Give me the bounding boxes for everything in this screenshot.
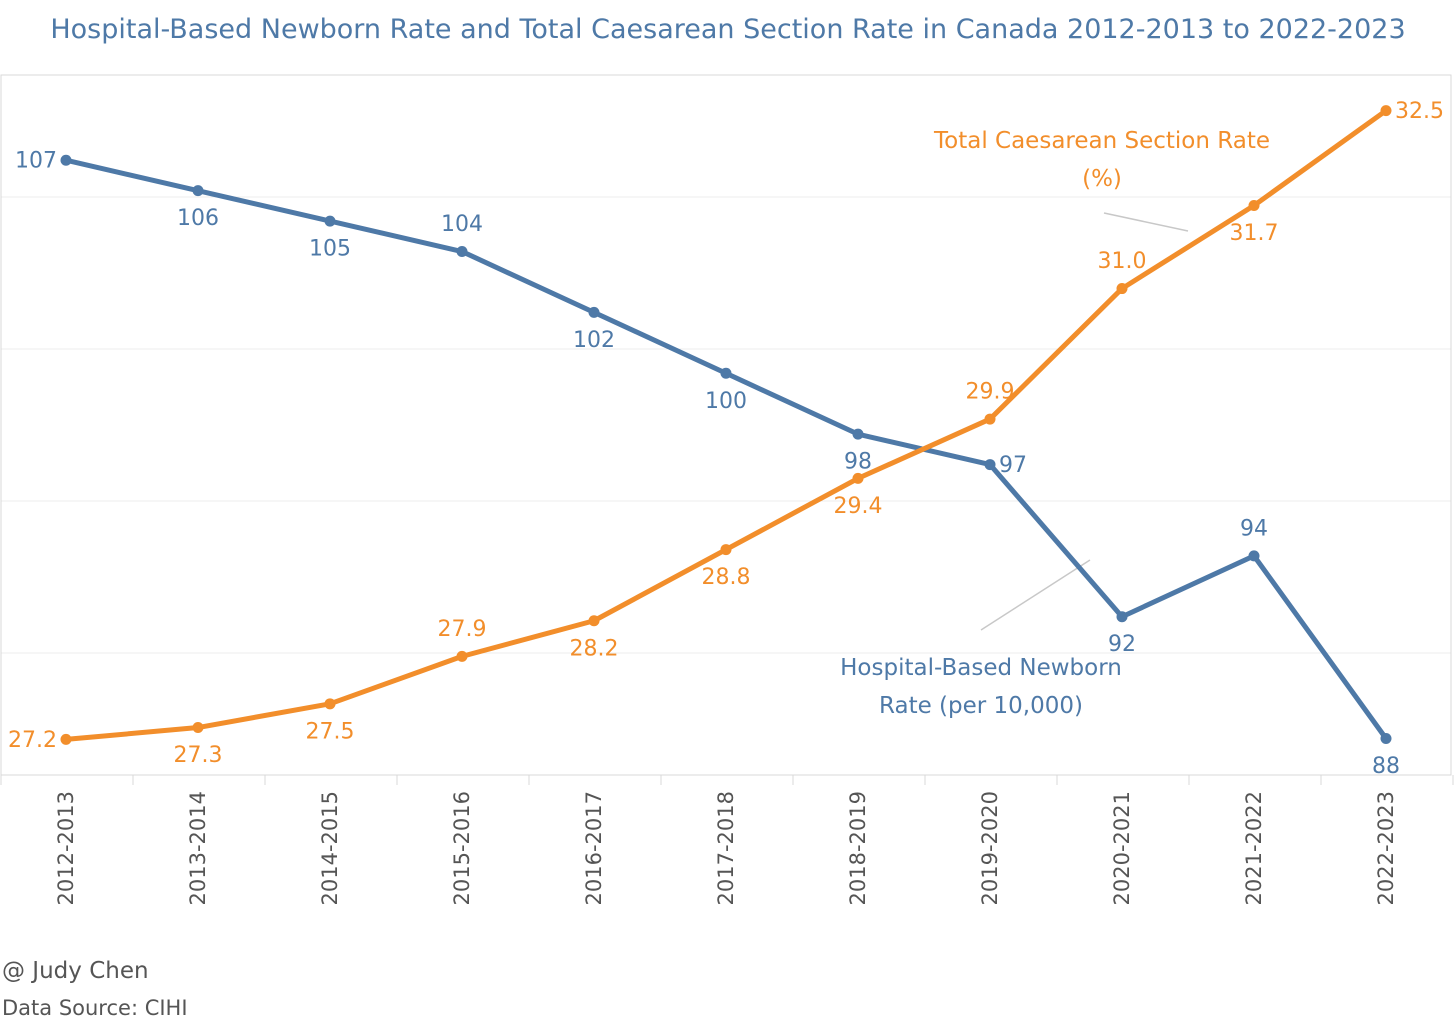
x-tick-label: 2021-2022 [1242,791,1266,905]
caesarean-data-label: 27.5 [306,719,355,744]
newborn-legend-connector [980,559,1091,631]
caesarean-data-label: 27.3 [174,743,223,768]
x-tick-label: 2012-2013 [54,791,78,905]
newborn-point [192,185,204,197]
newborn-data-label: 92 [1108,632,1136,657]
caesarean-data-label: 27.2 [8,728,57,753]
caesarean-point [852,472,864,484]
caesarean-point [456,650,468,662]
caesarean-data-label: 31.7 [1230,221,1279,246]
newborn-point [852,428,864,440]
caesarean-data-label: 28.2 [570,636,619,661]
newborn-point [1248,550,1260,562]
caesarean-point [588,615,600,627]
x-tick-label: 2013-2014 [186,791,210,905]
newborn-data-label: 98 [844,450,872,475]
data-source-credit: Data Source: CIHI [2,996,188,1020]
plot-frame [0,74,1452,776]
newborn-point [588,306,600,318]
caesarean-legend-connector [1103,212,1189,232]
newborn-point [720,367,732,379]
caesarean-point [60,733,72,745]
caesarean-data-label: 29.9 [966,380,1015,405]
caesarean-point [1248,200,1260,212]
x-tick-label: 2016-2017 [582,791,606,905]
newborn-point [984,459,996,471]
x-tick-label: 2017-2018 [714,791,738,905]
newborn-data-label: 94 [1240,516,1268,541]
newborn-data-label: 104 [441,212,483,237]
gridlines [1,196,1451,654]
newborn-data-label: 102 [573,328,615,353]
newborn-data-label: 88 [1372,754,1400,779]
x-tick-label: 2018-2019 [846,791,870,905]
caesarean-data-label: 29.4 [834,494,883,519]
caesarean-point [192,722,204,734]
caesarean-data-label: 31.0 [1098,249,1147,274]
caesarean-legend-label: Total Caesarean Section Rate [933,128,1270,154]
data-labels: 107 106 105 104 102 100 98 97 92 94 88 27.2 27.3 27.5… [8,99,1444,779]
caesarean-point [720,544,732,556]
newborn-data-label: 105 [309,237,351,262]
x-tick-label: 2019-2020 [978,791,1002,905]
newborn-point [456,246,468,258]
newborn-legend-label: Rate (per 10,000) [879,693,1083,719]
newborn-data-label: 97 [999,453,1027,478]
caesarean-data-label: 27.9 [438,617,487,642]
x-tick-label: 2022-2023 [1374,791,1398,905]
newborn-point [60,154,72,166]
newborn-data-label: 100 [705,389,747,414]
caesarean-point [324,698,336,710]
newborn-point [1116,611,1128,623]
x-tick-label: 2015-2016 [450,791,474,905]
series [60,105,1392,745]
author-credit: @ Judy Chen [2,958,149,984]
x-axis: 2012-2013 2013-2014 2014-2015 2015-2016 2016… [0,775,1454,905]
x-tick-label: 2014-2015 [318,791,342,905]
newborn-legend-label: Hospital-Based Newborn [840,655,1122,681]
caesarean-point [1380,105,1392,117]
newborn-data-label: 106 [177,206,219,231]
chart-title: Hospital-Based Newborn Rate and Total Ca… [50,14,1406,45]
legend-connectors [980,212,1189,631]
caesarean-point [1116,283,1128,295]
caesarean-data-label: 32.5 [1395,99,1444,124]
caesarean-point [984,413,996,425]
caesarean-legend-label: (%) [1082,166,1122,192]
caesarean-data-label: 28.8 [702,565,751,590]
inline-legend: Hospital-Based Newborn Rate (per 10,000) T… [840,128,1270,719]
x-tick-label: 2020-2021 [1110,791,1134,905]
newborn-data-label: 107 [15,149,57,174]
newborn-point [324,215,336,227]
newborn-point [1380,732,1392,744]
